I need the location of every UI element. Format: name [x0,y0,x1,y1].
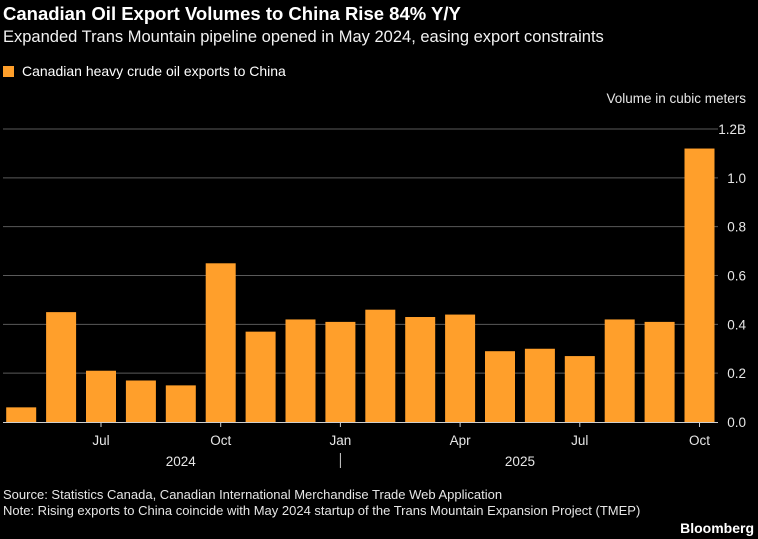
chart-subtitle: Expanded Trans Mountain pipeline opened … [3,28,604,46]
bar [205,263,236,422]
bar [564,356,595,422]
bar [684,148,715,423]
bar [325,321,356,422]
y-tick-label: 1.2B [718,122,746,137]
x-tick-label: Apr [450,433,472,448]
bar [86,370,116,422]
bar [604,319,635,422]
chart-title: Canadian Oil Export Volumes to China Ris… [3,3,461,24]
x-tick-label: Jul [92,433,109,448]
y-tick-label: 0.8 [727,220,746,235]
y-tick-label: 0.0 [727,415,746,430]
bars [6,148,715,423]
bar [46,312,77,422]
bar [405,317,436,422]
bar [485,351,515,422]
x-tick-label: Oct [210,433,231,448]
bar [165,385,196,422]
y-axis-units-label: Volume in cubic meters [606,91,746,106]
axes: 0.0 0.2 0.4 0.6 0.8 1.0 1.2B Jul Oct Jan Apr Jul Oct… [3,122,746,469]
bloomberg-logo: Bloomberg [680,520,754,536]
legend: Canadian heavy crude oil exports to Chin… [3,63,286,79]
bar [524,348,555,422]
note-text: Note: Rising exports to China coincide w… [3,503,641,518]
x-tick-label: Jan [330,433,352,448]
x-tick-label: Oct [689,433,710,448]
bar [6,407,37,422]
y-tick-label: 1.0 [727,171,746,186]
bar [365,309,396,422]
y-tick-label: 0.4 [727,317,746,332]
bar [644,321,675,422]
year-label: 2025 [505,454,535,469]
x-tick-label: Jul [571,433,588,448]
gridlines [3,128,718,374]
source-notes: Source: Statistics Canada, Canadian Inte… [3,487,673,519]
bar [245,331,276,422]
source-text: Source: Statistics Canada, Canadian Inte… [3,487,503,502]
legend-swatch [3,65,14,77]
y-tick-label: 0.2 [727,366,746,381]
bar [445,314,476,422]
bar [285,319,316,422]
legend-label: Canadian heavy crude oil exports to Chin… [22,63,286,79]
bar [125,380,156,422]
year-label: 2024 [166,454,197,469]
y-tick-label: 0.6 [727,269,746,284]
